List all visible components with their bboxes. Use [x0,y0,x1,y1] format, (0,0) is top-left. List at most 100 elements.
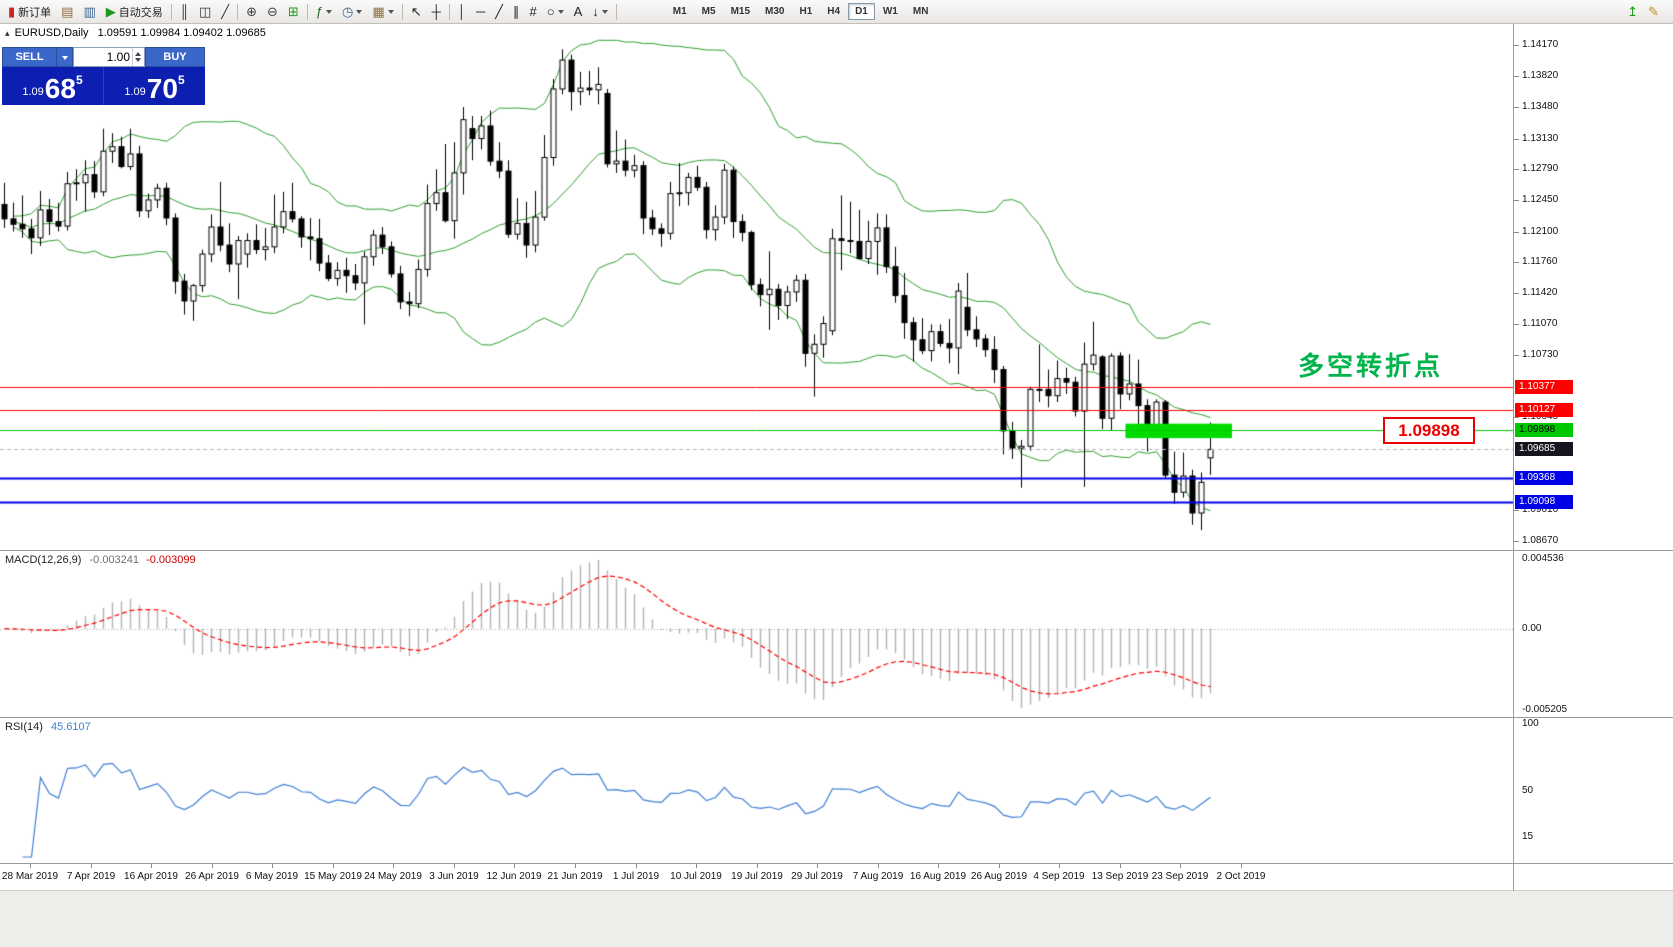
timeframe-button-h1[interactable]: H1 [799,6,813,17]
order-options-dropdown[interactable] [57,47,73,67]
price-line-label: 1.09685 [1515,442,1573,456]
y-axis-label: 0.00 [1522,623,1542,634]
toolbar-button-crosshair[interactable]: ┼ [427,2,446,22]
trendline-icon: ╱ [495,4,503,19]
y-axis-label: 1.12100 [1522,226,1559,237]
axis-tick-mark [1514,541,1519,542]
sell-button[interactable]: SELL [2,47,57,67]
time-axis-tick [151,864,152,868]
y-axis-label: 50 [1522,785,1534,796]
toolbar-button-arrows[interactable]: ↓ [587,2,613,22]
toolbar-button-chart-profiles[interactable]: ▤ [56,2,78,22]
axis-tick-mark [1514,107,1519,108]
symbol-period-label: EURUSD,Daily [14,27,89,39]
timeframe-group: M1 M5 M15 M30 H1 H4 D1 W1 MN [666,3,936,20]
volume-spinner[interactable] [132,48,143,66]
toolbar-button-zoom-out[interactable]: ⊖ [262,2,283,22]
clock-icon: ◷ [342,4,354,19]
price-line-label: 1.09898 [1515,423,1573,437]
spinner-up-icon[interactable] [135,49,141,56]
axis-tick-mark [1514,200,1519,201]
toolbar-button-trendline[interactable]: ╱ [490,2,508,22]
toolbar-button-candles-mode[interactable]: ◫ [194,2,216,22]
toolbar-button-indicators[interactable]: ƒ [311,2,337,22]
toolbar-button-line-mode[interactable]: ╱ [216,2,234,22]
price-line-label: 1.10127 [1515,403,1573,417]
toolbar-button-text[interactable]: A [569,2,588,22]
date-label: 23 Sep 2019 [1151,871,1209,882]
rsi-canvas[interactable] [0,718,1513,863]
time-axis-tick [1241,864,1242,868]
toolbar-separator [401,3,403,20]
arrows-icon: ↓ [592,4,599,19]
timeframe-button-mn[interactable]: MN [912,6,929,17]
toolbar-button-data-window[interactable]: ▥ [78,2,100,22]
turning-point-annotation: 多空转折点 [1298,351,1444,381]
toolbar-button-zoom-in[interactable]: ⊕ [241,2,262,22]
pencil-icon: ✎ [1648,4,1659,19]
spinner-down-icon[interactable] [135,58,141,65]
y-axis-label: 1.13820 [1522,70,1559,81]
date-label: 15 May 2019 [304,871,362,882]
chart-title: ▴ EURUSD,Daily 1.09591 1.09984 1.09402 1… [5,27,266,39]
toolbar-button-channel[interactable]: ∥ [508,2,525,22]
date-label: 28 Mar 2019 [1,871,59,882]
toolbar-button-auto-trading[interactable]: ▶ 自动交易 [101,2,168,22]
toolbar-button-periods[interactable]: ◷ [337,2,367,22]
timeframe-button-h4[interactable]: H4 [827,6,841,17]
price-chart-canvas[interactable] [0,24,1513,550]
ohlc-values-label: 1.09591 1.09984 1.09402 1.09685 [97,27,266,39]
toolbar-button-edit[interactable]: ✎ [1643,2,1664,22]
y-axis-label: 1.11070 [1522,318,1558,329]
volume-input[interactable]: 1.00 [73,47,145,67]
buy-price-display[interactable]: 1.09 70 5 [103,67,205,105]
y-axis-label: 1.10730 [1522,349,1559,360]
y-axis-label: 1.12450 [1522,194,1559,205]
timeframe-button-m30[interactable]: M30 [765,6,785,17]
line-icon: ╱ [221,4,230,19]
macd-canvas[interactable] [0,551,1513,717]
toolbar-button-new-order[interactable]: ▮ 新订单 [3,2,56,22]
timeframe-button-m15[interactable]: M15 [730,6,751,17]
toolbar-button-bars-mode[interactable]: ║ [175,2,194,22]
sell-price-display[interactable]: 1.09 68 5 [2,67,103,105]
toolbar-button-templates[interactable]: ▦ [367,2,398,22]
bars-icon: ║ [179,4,189,19]
collapse-triangle-icon[interactable]: ▴ [5,28,10,38]
time-axis-tick [454,864,455,868]
axis-tick-mark [1514,76,1519,77]
date-label: 3 Jun 2019 [429,871,479,882]
toolbar-button-vertical-line[interactable]: │ [453,2,471,22]
macd-title: MACD(12,26,9) -0.003241 -0.003099 [5,554,196,566]
date-label: 1 Jul 2019 [612,871,660,882]
chevron-down-icon [388,6,394,18]
timeframe-button-d1[interactable]: D1 [848,3,875,20]
timeframe-button-m1[interactable]: M1 [672,6,687,17]
sell-price-sup: 5 [75,73,83,87]
rsi-pane: 100 50 15 RSI(14) 45.6107 [0,717,1673,863]
axis-tick-mark [1514,355,1519,356]
crosshair-icon: ┼ [431,4,441,19]
main-toolbar: ▮ 新订单 ▤ ▥ ▶ 自动交易 ║ ◫ ╱ ⊕ ⊖ ⊞ ƒ ◷ ▦ ↖ ┼ │ ─ ╱ ∥ # ○ A ↓ M1 M5 M15 M30… [0,0,1673,24]
text-icon: A [573,4,583,19]
y-axis-label: -0.005205 [1522,704,1568,715]
toolbar-button-fibonacci[interactable]: # [524,2,541,22]
timeframe-button-w1[interactable]: W1 [882,6,898,17]
channel-icon: ∥ [512,4,520,19]
time-axis[interactable]: 28 Mar 2019 7 Apr 2019 16 Apr 2019 26 Apr 2… [0,863,1673,891]
one-click-trading-panel: SELL 1.00 BUY 1.09 [2,47,205,105]
toolbar-button-horizontal-line[interactable]: ─ [471,2,490,22]
toolbar-button-chart-shift[interactable]: ↥ [1622,2,1643,22]
toolbar-button-tile-windows[interactable]: ⊞ [283,2,304,22]
timeframe-button-m5[interactable]: M5 [701,6,716,17]
buy-button[interactable]: BUY [145,47,205,67]
macd-pane: 0.004536 0.00 -0.005205 MACD(12,26,9) -0.0… [0,550,1673,717]
buy-price-sup: 5 [177,73,185,87]
candles-icon: ◫ [198,4,212,19]
time-axis-tick [817,864,818,868]
price-axis[interactable]: 1.14170 1.13820 1.13480 1.13130 1.12790 1.124… [1513,24,1673,550]
toolbar-button-shapes[interactable]: ○ [542,2,569,22]
toolbar-button-cursor[interactable]: ↖ [406,2,427,22]
tile-icon: ⊞ [287,4,299,19]
